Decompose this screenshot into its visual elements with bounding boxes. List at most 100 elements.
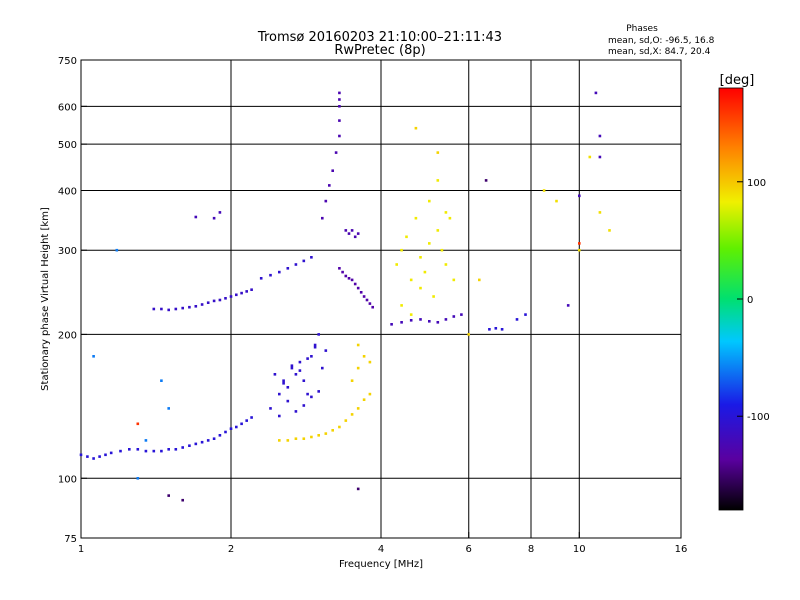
data-point-g0-8 <box>136 448 140 451</box>
data-point-g9-6 <box>423 270 427 274</box>
x-tick-label-6: 16 <box>675 544 688 555</box>
stats-line-x: mean, sd,X: 84.7, 20.4 <box>608 47 711 57</box>
data-point-g4-8 <box>306 392 309 396</box>
data-point-g6-3 <box>347 277 351 280</box>
data-point-g8-1 <box>286 439 290 442</box>
data-point-g12-2 <box>368 360 372 364</box>
data-point-g0-19 <box>212 437 216 440</box>
data-point-g5-2 <box>338 105 341 108</box>
colorbar-unit: [deg] <box>720 73 755 88</box>
data-point-g8-4 <box>310 435 313 439</box>
data-point-g1-3 <box>174 307 178 311</box>
data-point-g4-17 <box>302 404 306 407</box>
y-tick-label-5: 500 <box>58 140 77 151</box>
data-point-g9-3 <box>409 278 413 282</box>
data-point-g1-12 <box>229 295 233 298</box>
data-point-g4-22 <box>290 364 294 367</box>
data-point-g4-3 <box>286 386 290 389</box>
data-point-g9-7 <box>428 242 431 245</box>
data-point-g0-13 <box>174 448 178 451</box>
x-axis-label: Frequency [MHz] <box>339 559 423 570</box>
data-point-g9-2 <box>405 235 408 239</box>
y-tick-label-4: 400 <box>58 186 77 197</box>
data-point-g11-3 <box>515 318 519 321</box>
data-point-g4-14 <box>278 414 281 418</box>
data-point-g5-1 <box>338 98 341 101</box>
data-point-g4-7 <box>302 379 306 382</box>
data-point-g6-6 <box>356 286 360 290</box>
data-point-g14-2 <box>578 248 581 252</box>
data-point-g0-25 <box>245 419 248 422</box>
data-point-g4-9 <box>310 355 313 358</box>
data-point-g8-11 <box>356 407 360 410</box>
data-point-g6-4 <box>350 278 354 282</box>
data-point-g9-19 <box>444 211 448 214</box>
data-point-g14-4 <box>598 211 602 214</box>
data-point-g0-14 <box>181 446 184 449</box>
data-point-g10-8 <box>460 313 463 316</box>
data-point-g6-9 <box>365 298 369 302</box>
data-point-g0-18 <box>206 439 210 442</box>
data-point-g4-25 <box>313 345 317 349</box>
data-point-g15-1 <box>115 248 119 252</box>
y-tick-label-0: 75 <box>64 534 77 545</box>
data-point-g14-1 <box>555 199 558 203</box>
data-point-g10-7 <box>452 315 456 318</box>
data-point-g7-0 <box>344 229 348 232</box>
data-point-g4-20 <box>273 373 277 376</box>
data-point-g13-1 <box>598 134 602 138</box>
data-point-g5-6 <box>331 169 334 172</box>
data-point-g4-12 <box>321 366 324 370</box>
data-point-g9-14 <box>400 304 403 307</box>
data-point-g12-4 <box>356 343 360 347</box>
data-point-g16-3 <box>484 179 488 182</box>
data-point-g0-16 <box>194 442 198 446</box>
data-point-g1-9 <box>212 299 216 303</box>
data-point-g5-8 <box>324 199 328 203</box>
grid-lines <box>81 60 681 538</box>
data-point-g6-10 <box>368 302 372 305</box>
data-point-g1-11 <box>224 297 227 300</box>
data-point-g4-15 <box>286 399 290 403</box>
data-point-g13-3 <box>578 194 581 198</box>
data-point-g0-6 <box>119 449 122 453</box>
data-point-g6-8 <box>362 295 366 298</box>
data-point-g4-1 <box>278 392 281 396</box>
data-point-g13-0 <box>594 91 598 95</box>
data-point-g8-7 <box>331 429 334 432</box>
data-point-g4-16 <box>294 410 298 413</box>
data-point-g0-26 <box>250 416 253 419</box>
data-point-g1-13 <box>235 293 238 297</box>
data-point-g9-11 <box>444 263 448 266</box>
data-point-g2-2 <box>278 270 281 274</box>
data-point-g9-15 <box>409 313 413 316</box>
data-point-g1-16 <box>250 288 253 291</box>
data-point-g0-9 <box>144 449 148 453</box>
data-point-g4-13 <box>324 349 328 352</box>
data-point-g7-3 <box>353 235 357 239</box>
data-point-g4-0 <box>269 407 272 410</box>
data-point-g1-14 <box>240 291 243 295</box>
data-point-g8-13 <box>368 392 372 396</box>
data-point-g17-1 <box>578 242 581 245</box>
data-point-g12-6 <box>436 151 440 154</box>
data-point-g15-4 <box>167 407 170 410</box>
data-point-g14-0 <box>542 189 546 192</box>
data-point-g0-1 <box>86 455 89 458</box>
data-point-g8-6 <box>324 432 328 435</box>
data-point-g4-18 <box>310 395 313 399</box>
data-point-g12-5 <box>414 126 418 130</box>
x-tick-label-5: 10 <box>573 544 586 555</box>
data-point-g5-0 <box>338 91 341 95</box>
y-tick-label-2: 200 <box>58 330 77 341</box>
data-point-g8-8 <box>338 425 341 429</box>
y-tick-label-6: 600 <box>58 102 77 113</box>
data-point-g1-0 <box>152 307 156 311</box>
colorbar-tick-label-1: 0 <box>747 295 753 306</box>
data-point-g1-7 <box>200 303 204 306</box>
data-point-g12-7 <box>478 278 481 282</box>
data-point-g0-20 <box>218 434 222 437</box>
data-point-g4-4 <box>290 366 294 370</box>
colorbar-ticks: 100 0 -100 <box>737 178 770 423</box>
data-point-g8-2 <box>294 437 298 440</box>
